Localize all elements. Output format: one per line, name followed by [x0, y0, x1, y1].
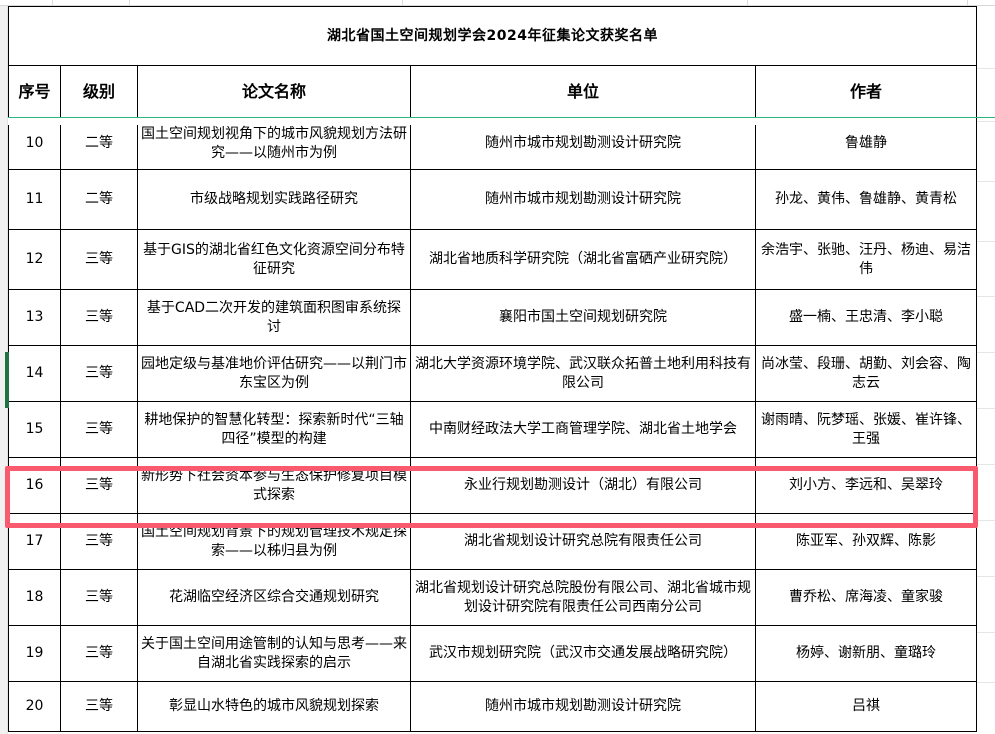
cell-org: 湖北大学资源环境学院、武汉联众拓普土地利用科技有限公司	[410, 345, 756, 402]
cell-paper: 彰显山水特色的城市风貌规划探索	[137, 681, 411, 732]
cell-level: 二等	[60, 117, 138, 170]
cell-paper: 园地定级与基准地价评估研究——以荆门市东宝区为例	[137, 345, 411, 402]
right-filler	[976, 6, 995, 734]
frozen-pane-divider-right	[976, 117, 995, 118]
cell-org: 湖北省地质科学研究院（湖北省富硒产业研究院）	[410, 229, 756, 290]
cell-no: 12	[8, 229, 61, 290]
cell-org: 随州市城市规划勘测设计研究院	[410, 117, 756, 170]
table-row[interactable]: 14 三等 园地定级与基准地价评估研究——以荆门市东宝区为例 湖北大学资源环境学…	[8, 345, 977, 402]
table-row[interactable]: 18 三等 花湖临空经济区综合交通规划研究 湖北省规划设计研究总院股份有限公司、…	[8, 569, 977, 626]
cell-authors: 盛一楠、王忠清、李小聪	[755, 289, 977, 346]
column-header-level: 级别	[60, 65, 138, 118]
cell-no: 11	[8, 169, 61, 230]
cell-org: 襄阳市国土空间规划研究院	[410, 289, 756, 346]
cell-level: 三等	[60, 229, 138, 290]
award-list-table[interactable]: 湖北省国土空间规划学会2024年征集论文获奖名单 序号 级别 论文名称 单位 作…	[8, 6, 977, 732]
cell-paper: 花湖临空经济区综合交通规划研究	[137, 569, 411, 626]
table-body: 湖北省国土空间规划学会2024年征集论文获奖名单 序号 级别 论文名称 单位 作…	[8, 6, 977, 732]
cell-org: 武汉市规划研究院（武汉市交通发展战略研究院）	[410, 625, 756, 682]
cell-authors: 谢雨晴、阮梦瑶、张媛、崔许锋、王强	[755, 401, 977, 458]
cell-no: 10	[8, 117, 61, 170]
cell-no: 16	[8, 457, 61, 514]
column-header-author: 作者	[755, 65, 977, 118]
cell-level: 三等	[60, 625, 138, 682]
cell-paper: 关于国土空间用途管制的认知与思考——来自湖北省实践探索的启示	[137, 625, 411, 682]
cell-level: 三等	[60, 681, 138, 732]
spreadsheet-top-gridline-strip	[0, 0, 995, 6]
cell-paper: 新形势下社会资本参与生态保护修复项目模式探索	[137, 457, 411, 514]
column-header-no: 序号	[8, 65, 61, 118]
cell-paper: 市级战略规划实践路径研究	[137, 169, 411, 230]
frozen-pane-divider	[8, 117, 976, 118]
table-row[interactable]: 17 三等 国土空间规划背景下的规划管理技术规定探索——以秭归县为例 湖北省规划…	[8, 513, 977, 570]
cell-no: 20	[8, 681, 61, 732]
cell-no: 19	[8, 625, 61, 682]
cell-level: 二等	[60, 169, 138, 230]
title-row: 湖北省国土空间规划学会2024年征集论文获奖名单	[8, 6, 977, 66]
cell-org: 随州市城市规划勘测设计研究院	[410, 681, 756, 732]
cell-level: 三等	[60, 457, 138, 514]
cell-authors: 刘小方、李远和、吴翠玲	[755, 457, 977, 514]
cell-authors: 余浩宇、张驰、汪丹、杨迪、易洁伟	[755, 229, 977, 290]
cell-org: 湖北省规划设计研究总院有限责任公司	[410, 513, 756, 570]
cell-no: 18	[8, 569, 61, 626]
column-header-paper: 论文名称	[137, 65, 411, 118]
cell-org: 湖北省规划设计研究总院股份有限公司、湖北省城市规划设计研究院有限责任公司西南分公…	[410, 569, 756, 626]
table-row[interactable]: 13 三等 基于CAD二次开发的建筑面积图审系统探讨 襄阳市国土空间规划研究院 …	[8, 289, 977, 346]
cell-org: 随州市城市规划勘测设计研究院	[410, 169, 756, 230]
cell-authors: 鲁雄静	[755, 117, 977, 170]
cell-paper: 基于CAD二次开发的建筑面积图审系统探讨	[137, 289, 411, 346]
table-row[interactable]: 11 二等 市级战略规划实践路径研究 随州市城市规划勘测设计研究院 孙龙、黄伟、…	[8, 169, 977, 230]
column-header-org: 单位	[410, 65, 756, 118]
cell-no: 13	[8, 289, 61, 346]
frozen-pane-clip-mask	[8, 118, 976, 125]
table-header-row: 序号 级别 论文名称 单位 作者	[8, 65, 977, 118]
table-row[interactable]: 20 三等 彰显山水特色的城市风貌规划探索 随州市城市规划勘测设计研究院 吕祺	[8, 681, 977, 732]
cell-org: 永业行规划勘测设计（湖北）有限公司	[410, 457, 756, 514]
cell-authors: 尚冰莹、段珊、胡勤、刘会容、陶志云	[755, 345, 977, 402]
table-row[interactable]: 12 三等 基于GIS的湖北省红色文化资源空间分布特征研究 湖北省地质科学研究院…	[8, 229, 977, 290]
cell-level: 三等	[60, 569, 138, 626]
cell-level: 三等	[60, 401, 138, 458]
table-row-highlighted[interactable]: 16 三等 新形势下社会资本参与生态保护修复项目模式探索 永业行规划勘测设计（湖…	[8, 457, 977, 514]
cell-authors: 孙龙、黄伟、鲁雄静、黄青松	[755, 169, 977, 230]
table-row[interactable]: 15 三等 耕地保护的智慧化转型：探索新时代“三轴四径”模型的构建 中南财经政法…	[8, 401, 977, 458]
cell-paper: 耕地保护的智慧化转型：探索新时代“三轴四径”模型的构建	[137, 401, 411, 458]
page-title: 湖北省国土空间规划学会2024年征集论文获奖名单	[8, 6, 977, 66]
cell-paper: 基于GIS的湖北省红色文化资源空间分布特征研究	[137, 229, 411, 290]
row-selection-marker	[5, 352, 9, 408]
cell-paper: 国土空间规划背景下的规划管理技术规定探索——以秭归县为例	[137, 513, 411, 570]
cell-no: 17	[8, 513, 61, 570]
cell-authors: 陈亚军、孙双辉、陈影	[755, 513, 977, 570]
cell-level: 三等	[60, 289, 138, 346]
cell-level: 三等	[60, 345, 138, 402]
cell-level: 三等	[60, 513, 138, 570]
cell-authors: 曹乔松、席海凌、童家骏	[755, 569, 977, 626]
cell-paper: 国土空间规划视角下的城市风貌规划方法研究——以随州市为例	[137, 117, 411, 170]
cell-authors: 杨婷、谢新朋、童璐玲	[755, 625, 977, 682]
cell-no: 15	[8, 401, 61, 458]
table-row[interactable]: 10 二等 国土空间规划视角下的城市风貌规划方法研究——以随州市为例 随州市城市…	[8, 117, 977, 170]
cell-authors: 吕祺	[755, 681, 977, 732]
table-row[interactable]: 19 三等 关于国土空间用途管制的认知与思考——来自湖北省实践探索的启示 武汉市…	[8, 625, 977, 682]
cell-org: 中南财经政法大学工商管理学院、湖北省土地学会	[410, 401, 756, 458]
cell-no: 14	[8, 345, 61, 402]
